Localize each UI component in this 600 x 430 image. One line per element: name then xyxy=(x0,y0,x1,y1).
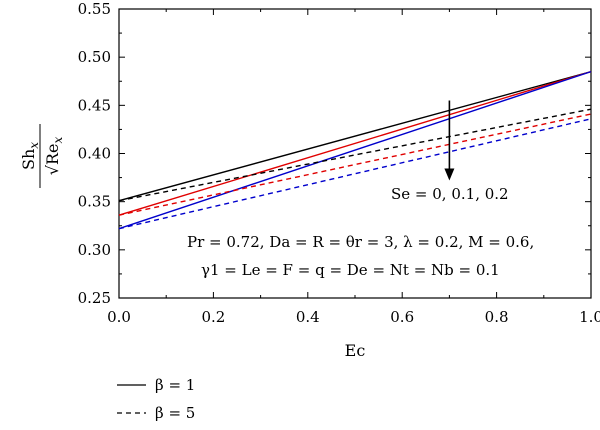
series-line-solid-0 xyxy=(118,70,592,202)
se-annotation: Se = 0, 0.1, 0.2 xyxy=(391,185,509,203)
x-tick-label: 0.2 xyxy=(201,308,225,326)
y-label-numerator-sub: x xyxy=(27,142,41,149)
params-annotation-line2: γ1 = Le = F = q = De = Nt = Nb = 0.1 xyxy=(201,261,500,279)
y-label-denominator: √Rex xyxy=(43,137,65,176)
y-label-numerator-text: Sh xyxy=(19,149,38,170)
plot-frame xyxy=(118,8,592,299)
y-tick-label: 0.40 xyxy=(78,145,111,163)
x-tick-label: 0.4 xyxy=(296,308,320,326)
y-tick-label: 0.45 xyxy=(78,96,111,114)
series-line-dashed-4 xyxy=(118,113,592,216)
x-tick-label: 0.8 xyxy=(485,308,509,326)
series-line-dashed-3 xyxy=(118,108,592,202)
y-label-numerator: Shx xyxy=(19,142,41,170)
x-tick-label: 0.6 xyxy=(390,308,414,326)
x-tick-label: 1.0 xyxy=(579,308,600,326)
y-tick-label: 0.50 xyxy=(78,48,111,66)
y-tick-label: 0.30 xyxy=(78,241,111,259)
y-tick-label: 0.25 xyxy=(78,289,111,307)
x-tick-label: 0.0 xyxy=(107,308,131,326)
legend: β = 1 β = 5 xyxy=(117,376,195,422)
legend-label-beta1: β = 1 xyxy=(155,376,195,394)
y-tick-label: 0.35 xyxy=(78,193,111,211)
y-label-denominator-text: √Re xyxy=(43,144,62,176)
axis-ticks: 0.0 0.2 0.4 0.6 0.8 1.0 0.25 0.30 0.35 0.40 0.45 0.… xyxy=(78,0,600,326)
y-axis-label: Shx √Rex xyxy=(19,124,65,188)
se-arrow-head xyxy=(444,168,455,181)
x-axis-label: Ec xyxy=(345,341,366,360)
y-tick-label: 0.55 xyxy=(78,0,111,18)
legend-label-beta5: β = 5 xyxy=(155,404,195,422)
series-line-solid-2 xyxy=(118,70,592,230)
series-line-solid-1 xyxy=(118,70,592,216)
params-annotation-line1: Pr = 0.72, Da = R = θr = 3, λ = 0.2, M =… xyxy=(187,233,534,251)
series-line-dashed-5 xyxy=(118,118,592,230)
series-layer xyxy=(118,70,592,230)
y-label-denominator-sub: x xyxy=(51,137,65,144)
